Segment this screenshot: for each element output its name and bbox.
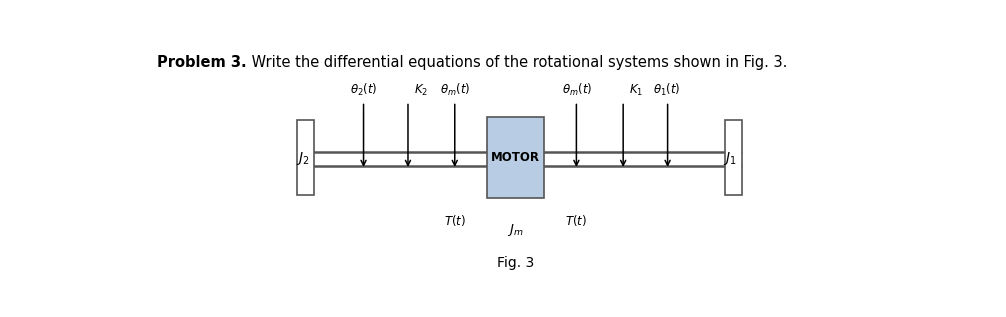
- Text: $\theta_2(t)$: $\theta_2(t)$: [349, 82, 377, 98]
- Bar: [487, 117, 544, 198]
- Text: $K_1$: $K_1$: [630, 83, 644, 98]
- Bar: [724, 120, 741, 196]
- Text: Problem 3.: Problem 3.: [157, 55, 246, 70]
- Bar: [298, 120, 315, 196]
- Text: Write the differential equations of the rotational systems shown in Fig. 3.: Write the differential equations of the …: [246, 55, 787, 70]
- Text: $T(t)$: $T(t)$: [565, 213, 588, 228]
- Text: $\theta_1(t)$: $\theta_1(t)$: [653, 82, 680, 98]
- Text: $J_2$: $J_2$: [297, 150, 310, 167]
- Text: $\theta_m(t)$: $\theta_m(t)$: [440, 82, 470, 98]
- Text: $\theta_m(t)$: $\theta_m(t)$: [561, 82, 592, 98]
- Text: $T(t)$: $T(t)$: [444, 213, 466, 228]
- Text: MOTOR: MOTOR: [491, 151, 540, 164]
- Text: $J_m$: $J_m$: [507, 222, 524, 238]
- Text: Fig. 3: Fig. 3: [497, 256, 534, 270]
- Text: $K_2$: $K_2$: [414, 83, 429, 98]
- Text: $J_1$: $J_1$: [722, 150, 736, 167]
